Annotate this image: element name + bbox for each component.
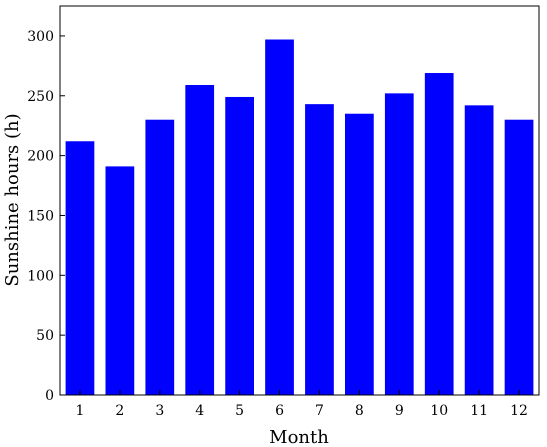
x-tick-label: 3 <box>155 403 164 419</box>
x-tick-label: 1 <box>75 403 84 419</box>
x-axis-title: Month <box>269 427 329 447</box>
x-tick-label: 8 <box>355 403 364 419</box>
y-tick-label: 100 <box>27 268 54 284</box>
x-tick-label: 6 <box>275 403 284 419</box>
bar-month-5 <box>225 96 254 395</box>
y-tick-label: 0 <box>45 388 54 404</box>
x-tick-label: 10 <box>430 403 448 419</box>
x-tick-label: 7 <box>315 403 324 419</box>
bar-month-6 <box>265 39 294 395</box>
bar-month-11 <box>464 105 494 396</box>
x-tick-label: 2 <box>115 403 124 419</box>
plot-frame <box>59 5 540 396</box>
y-tick-label: 50 <box>36 328 54 344</box>
bar-month-2 <box>105 166 135 395</box>
x-tick-label: 4 <box>195 403 204 419</box>
y-tick-label: 150 <box>27 208 54 224</box>
bar-month-10 <box>424 73 454 395</box>
bar-month-3 <box>145 119 175 395</box>
bar-month-8 <box>345 113 374 395</box>
bar-month-9 <box>384 93 414 396</box>
x-axis-ticks: 1 2 3 4 5 6 7 8 9 10 11 12 <box>75 390 528 419</box>
x-tick-label: 12 <box>510 403 528 419</box>
y-tick-label: 250 <box>27 89 54 105</box>
y-axis-ticks: 0 50 100 150 200 250 300 <box>27 29 65 404</box>
y-tick-label: 200 <box>27 149 54 165</box>
x-tick-label: 9 <box>395 403 404 419</box>
x-tick-label: 5 <box>235 403 244 419</box>
bars-group <box>65 39 534 396</box>
x-tick-label: 11 <box>470 403 488 419</box>
bar-month-7 <box>305 104 334 395</box>
bar-month-1 <box>65 141 95 395</box>
bar-month-4 <box>185 84 215 396</box>
y-tick-label: 300 <box>27 29 54 45</box>
bar-month-12 <box>504 119 534 395</box>
y-axis-title: Sunshine hours (h) <box>2 113 23 286</box>
